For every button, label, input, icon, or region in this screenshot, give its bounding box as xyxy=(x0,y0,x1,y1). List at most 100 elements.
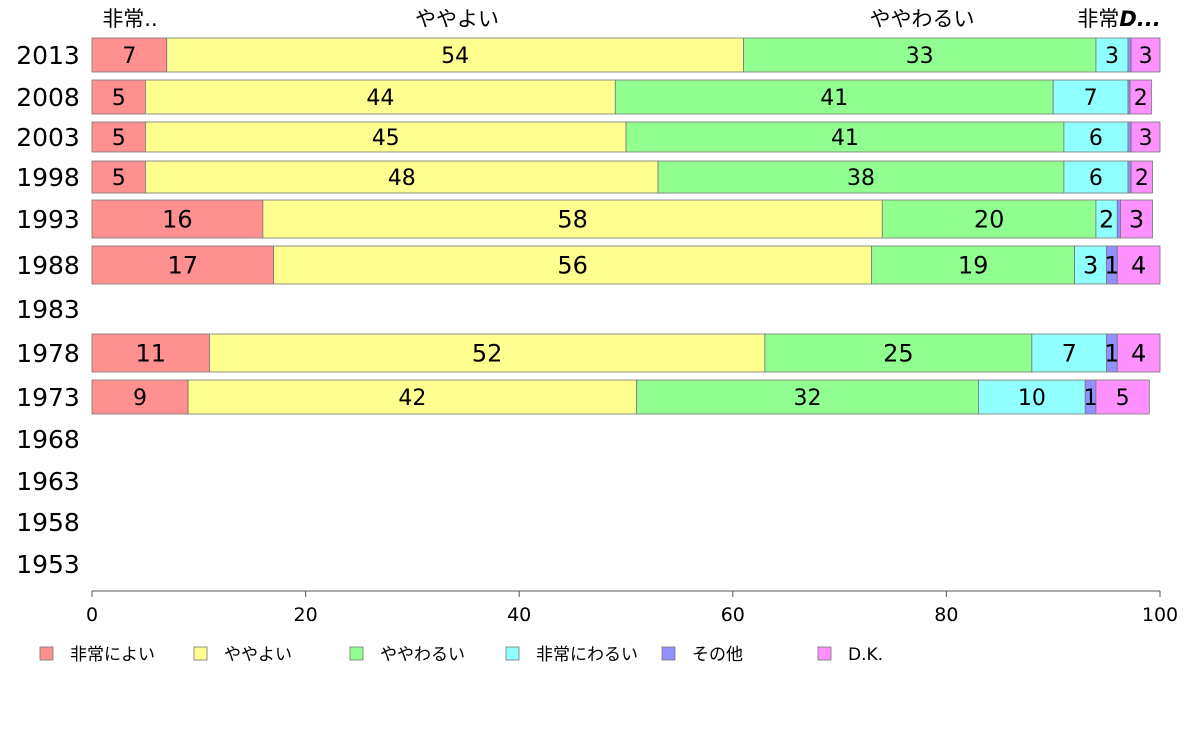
x-axis: 0 20 40 60 80 100 xyxy=(86,590,1178,626)
year-label-1978: 1978 xyxy=(16,339,80,368)
bar-2013-seg-2 xyxy=(743,37,1097,73)
bar-1973-seg-0 xyxy=(91,379,189,415)
bar-2003-seg-4 xyxy=(1127,121,1132,153)
bar-1973-seg-1 xyxy=(187,379,638,415)
bar-1988-seg-1 xyxy=(273,245,873,285)
bar-value-1978-seg-4: 1 xyxy=(1104,340,1119,368)
top-label-1: ややよい xyxy=(415,7,499,31)
bar-1988-seg-0 xyxy=(91,245,274,285)
legend-swatch-5 xyxy=(817,646,832,661)
x-tick-label-0: 0 xyxy=(86,604,98,626)
x-tick-label-80: 80 xyxy=(934,604,958,626)
bar-value-1998-seg-5: 2 xyxy=(1135,166,1149,191)
x-tick-label-40: 40 xyxy=(507,604,531,626)
bar-value-1993-seg-3: 2 xyxy=(1099,206,1114,234)
bar-value-1988-seg-5: 4 xyxy=(1131,252,1146,280)
year-label-1983: 1983 xyxy=(16,295,80,324)
legend-label-0: 非常によい xyxy=(70,645,155,665)
year-label-1998: 1998 xyxy=(16,163,80,192)
legend-swatch-2 xyxy=(349,646,364,661)
bar-1978-seg-0 xyxy=(91,333,210,373)
bar-2008-seg-5 xyxy=(1129,79,1152,115)
top-label-4: D... xyxy=(1119,7,1160,31)
bar-value-1973-seg-2: 32 xyxy=(794,386,822,411)
bar-2013-seg-4 xyxy=(1127,37,1132,73)
year-label-1973: 1973 xyxy=(16,383,80,412)
year-label-1968: 1968 xyxy=(16,425,80,454)
bar-2013-seg-0 xyxy=(91,37,168,73)
bar-2003-seg-5 xyxy=(1130,121,1161,153)
bar-value-2008-seg-1: 44 xyxy=(366,86,394,111)
legend-swatch-4 xyxy=(661,646,676,661)
legend-swatch-3 xyxy=(505,646,520,661)
bar-2008-seg-3 xyxy=(1052,79,1129,115)
bar-value-1973-seg-0: 9 xyxy=(133,386,147,411)
bar-2013-seg-5 xyxy=(1130,37,1161,73)
x-tick-label-100: 100 xyxy=(1142,604,1178,626)
bar-1978-seg-5 xyxy=(1116,333,1161,373)
top-label-2: ややわるい xyxy=(870,7,975,31)
bar-value-1973-seg-4: 1 xyxy=(1084,386,1098,411)
bar-value-1978-seg-5: 4 xyxy=(1131,340,1146,368)
bar-2008-seg-2 xyxy=(614,79,1054,115)
bar-1993-seg-2 xyxy=(881,199,1097,239)
bar-1998-seg-4 xyxy=(1127,160,1132,194)
legend-label-4: その他 xyxy=(692,645,743,665)
bar-1978-seg-1 xyxy=(209,333,766,373)
bar-1988-seg-3 xyxy=(1074,245,1108,285)
legend-label-5: D.K. xyxy=(848,645,883,665)
bar-value-2003-seg-5: 3 xyxy=(1139,126,1153,151)
bars: 7 54 33 3 35 44 41 7 25 45 41 6 35 48 38 6 216 58 20 2 317 56… xyxy=(91,37,1161,415)
bar-2008-seg-0 xyxy=(91,79,146,115)
bar-1988-seg-5 xyxy=(1116,245,1161,285)
bar-value-2013-seg-0: 7 xyxy=(122,44,136,69)
bar-value-2008-seg-3: 7 xyxy=(1084,86,1098,111)
bar-value-1993-seg-2: 20 xyxy=(974,206,1005,234)
bar-value-2013-seg-1: 54 xyxy=(441,44,469,69)
year-label-1963: 1963 xyxy=(16,467,80,496)
bar-value-1988-seg-0: 17 xyxy=(168,252,199,280)
bar-1988-seg-2 xyxy=(871,245,1075,285)
bar-value-1978-seg-2: 25 xyxy=(883,340,914,368)
bar-1993-seg-0 xyxy=(91,199,264,239)
x-tick-label-20: 20 xyxy=(294,604,318,626)
legend-swatch-1 xyxy=(193,646,208,661)
year-label-2003: 2003 xyxy=(16,123,80,152)
bar-value-2013-seg-5: 3 xyxy=(1139,44,1153,69)
x-tick-label-60: 60 xyxy=(721,604,745,626)
bar-2003-seg-1 xyxy=(144,121,627,153)
bar-value-1998-seg-3: 6 xyxy=(1089,166,1103,191)
year-label-1988: 1988 xyxy=(16,251,80,280)
bar-value-2003-seg-0: 5 xyxy=(112,126,126,151)
bar-1978-seg-3 xyxy=(1031,333,1107,373)
bar-2008-seg-1 xyxy=(144,79,616,115)
bar-1998-seg-1 xyxy=(144,160,659,194)
bar-value-2003-seg-2: 41 xyxy=(831,126,859,151)
bar-value-1988-seg-2: 19 xyxy=(958,252,989,280)
bar-value-1978-seg-0: 11 xyxy=(135,340,166,368)
year-label-1958: 1958 xyxy=(16,508,80,537)
bar-value-1998-seg-0: 5 xyxy=(112,166,126,191)
bar-value-2003-seg-1: 45 xyxy=(372,126,400,151)
bar-value-1973-seg-5: 5 xyxy=(1116,386,1130,411)
bar-value-1973-seg-1: 42 xyxy=(398,386,426,411)
bar-2013-seg-3 xyxy=(1095,37,1129,73)
bar-2003-seg-2 xyxy=(625,121,1065,153)
bar-value-1993-seg-0: 16 xyxy=(162,206,193,234)
year-label-1993: 1993 xyxy=(16,205,80,234)
bar-2013-seg-1 xyxy=(166,37,744,73)
bar-value-2008-seg-5: 2 xyxy=(1134,86,1148,111)
bar-1993-seg-1 xyxy=(262,199,883,239)
legend-label-1: ややよい xyxy=(224,645,292,665)
bar-1993-seg-4 xyxy=(1116,199,1121,239)
bar-value-2008-seg-0: 5 xyxy=(112,86,126,111)
year-labels: 2013 2008 2003 1998 1993 1988 1983 1978 1973 1968… xyxy=(16,41,80,579)
bar-value-1978-seg-1: 52 xyxy=(472,340,503,368)
bar-1998-seg-0 xyxy=(91,160,146,194)
year-label-2008: 2008 xyxy=(16,83,80,112)
bar-value-1973-seg-3: 10 xyxy=(1018,386,1046,411)
bar-value-2003-seg-3: 6 xyxy=(1089,126,1103,151)
year-label-2013: 2013 xyxy=(16,41,80,70)
bar-value-2013-seg-3: 3 xyxy=(1105,44,1119,69)
